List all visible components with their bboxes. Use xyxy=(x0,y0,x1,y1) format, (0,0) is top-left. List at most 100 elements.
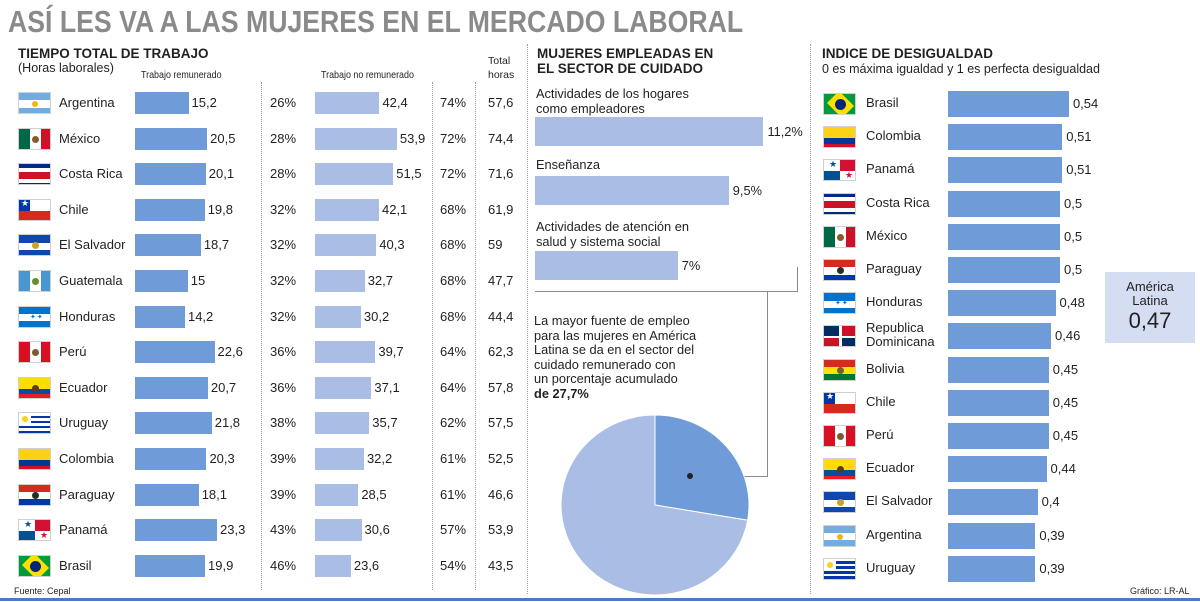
flag-icon xyxy=(18,448,51,470)
page-title: ASÍ LES VA A LAS MUJERES EN EL MERCADO L… xyxy=(8,4,744,39)
country-label: Ecuador xyxy=(59,379,108,395)
paid-value-label: 21,8 xyxy=(214,415,241,431)
paid-bar xyxy=(135,234,201,257)
col-unpaid-header: Trabajo no remunerado xyxy=(321,69,414,81)
paid-share-label: 39% xyxy=(270,486,297,502)
care-bar xyxy=(535,117,764,146)
paid-value-label: 22,6 xyxy=(217,344,243,360)
inequality-value-label: 0,5 xyxy=(1064,228,1083,244)
paid-share-label: 32% xyxy=(270,273,297,288)
inequality-value-label: 0,54 xyxy=(1072,96,1099,111)
inequality-bar xyxy=(948,91,1069,117)
unpaid-share-label: 62% xyxy=(440,415,467,431)
unpaid-value-label: 37,1 xyxy=(374,379,400,395)
flag-icon xyxy=(823,225,856,248)
unpaid-share-label: 72% xyxy=(440,166,467,182)
unpaid-share-label: 57% xyxy=(440,522,467,538)
flag-icon xyxy=(823,93,856,115)
inequality-value-label: 0,44 xyxy=(1050,461,1076,477)
unpaid-value-label: 40,3 xyxy=(379,237,405,253)
unpaid-share-label: 54% xyxy=(440,557,467,573)
unpaid-share-label: 68% xyxy=(440,237,467,253)
country-label: Colombia xyxy=(59,451,114,466)
paid-value-label: 15 xyxy=(190,273,206,288)
paid-bar xyxy=(135,92,189,114)
total-hours-label: 43,5 xyxy=(488,557,514,573)
inequality-value-label: 0,46 xyxy=(1055,328,1081,344)
care-value-label: 9,5% xyxy=(732,183,762,198)
country-label: Brasil xyxy=(866,95,899,110)
flag-icon xyxy=(823,425,856,447)
inequality-bar xyxy=(948,323,1052,350)
care-value-label: 7% xyxy=(681,258,701,273)
total-hours-label: 57,6 xyxy=(488,95,514,110)
country-label: Perú xyxy=(866,427,894,442)
flag-icon xyxy=(823,259,856,281)
unpaid-bar xyxy=(315,270,365,292)
inequality-bar xyxy=(948,423,1049,449)
unpaid-value-label: 53,9 xyxy=(399,130,426,146)
unpaid-share-label: 61% xyxy=(440,486,467,502)
credit-note: Gráfico: LR-AL xyxy=(1130,586,1190,596)
unpaid-bar xyxy=(315,341,376,364)
section1-subtitle: (Horas laborales) xyxy=(18,61,114,75)
flag-icon: ✦✦ xyxy=(18,305,51,328)
care-share-pie xyxy=(560,414,750,596)
country-label: Argentina xyxy=(866,526,922,542)
paid-share-label: 46% xyxy=(270,557,297,573)
unpaid-bar xyxy=(315,92,380,114)
paid-value-label: 20,3 xyxy=(209,451,235,466)
paid-value-label: 20,5 xyxy=(210,130,236,146)
unpaid-share-label: 61% xyxy=(440,451,467,466)
paid-bar xyxy=(135,448,207,470)
country-label: Paraguay xyxy=(59,486,115,502)
inequality-bar xyxy=(948,257,1060,283)
inequality-bar xyxy=(948,456,1047,483)
paid-value-label: 18,7 xyxy=(203,237,230,253)
paid-bar xyxy=(135,198,205,221)
paid-value-label: 14,2 xyxy=(187,308,214,324)
flag-icon xyxy=(823,192,856,215)
total-hours-label: 52,5 xyxy=(488,451,514,466)
paid-share-label: 39% xyxy=(270,451,297,466)
flag-icon: ✦✦ xyxy=(823,292,856,315)
paid-share-label: 26% xyxy=(270,95,297,110)
country-label: Panamá xyxy=(59,522,108,538)
country-label: México xyxy=(59,130,101,146)
source-note: Fuente: Cepal xyxy=(14,586,71,596)
unpaid-value-label: 51,5 xyxy=(396,166,422,182)
flag-icon xyxy=(823,325,856,348)
inequality-bar xyxy=(948,555,1036,582)
col-total-header-2: horas xyxy=(488,69,515,81)
inequality-value-label: 0,5 xyxy=(1064,195,1083,211)
care-bar xyxy=(535,251,678,280)
latam-average-box: América Latina 0,47 xyxy=(1105,272,1195,343)
section1-title: TIEMPO TOTAL DE TRABAJO xyxy=(18,46,209,61)
inequality-bar xyxy=(948,356,1049,383)
flag-icon: ★ xyxy=(18,198,51,221)
flag-icon xyxy=(18,483,51,506)
paid-value-label: 18,1 xyxy=(201,486,228,502)
latam-average-value: 0,47 xyxy=(1128,308,1172,333)
inequality-value-label: 0,39 xyxy=(1039,527,1065,543)
country-label: Guatemala xyxy=(59,273,123,288)
inequality-value-label: 0,51 xyxy=(1066,162,1092,178)
inequality-value-label: 0,51 xyxy=(1066,129,1092,145)
unpaid-bar xyxy=(315,412,370,435)
care-bar xyxy=(535,176,729,205)
country-label: Chile xyxy=(59,201,89,217)
care-sector-note: La mayor fuente de empleo para las mujer… xyxy=(534,313,697,401)
unpaid-bar xyxy=(315,305,361,328)
flag-icon xyxy=(18,376,51,399)
unpaid-share-label: 68% xyxy=(440,201,467,217)
pie-slice-care xyxy=(654,414,750,521)
paid-share-label: 32% xyxy=(270,237,297,253)
unpaid-value-label: 32,7 xyxy=(367,273,394,288)
bracket-bottom-line xyxy=(535,291,798,292)
unpaid-value-label: 28,5 xyxy=(361,486,387,502)
flag-icon xyxy=(823,491,856,514)
total-hours-label: 59 xyxy=(488,237,503,253)
country-label: Uruguay xyxy=(59,415,109,431)
unpaid-share-label: 64% xyxy=(440,344,467,360)
flag-icon xyxy=(18,554,51,577)
